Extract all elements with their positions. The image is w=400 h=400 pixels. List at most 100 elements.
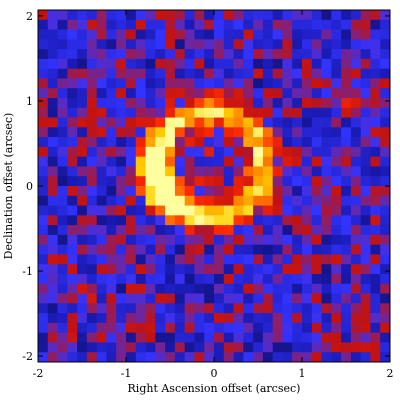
heatmap-cell [243,313,254,324]
heatmap-cell [67,19,78,30]
heatmap-cell [57,10,68,21]
heatmap-cell [302,117,313,128]
heatmap-cell [253,352,264,363]
heatmap-cell [233,137,244,148]
heatmap-cell [302,58,313,70]
heatmap-cell [204,29,215,40]
heatmap-cell [380,322,391,334]
heatmap-cell [38,117,49,128]
heatmap-cell [184,127,195,138]
heatmap-cell [194,10,205,21]
heatmap-cell [155,264,166,275]
heatmap-cell [341,303,352,314]
heatmap-cell [155,146,166,158]
heatmap-cell [282,146,293,158]
heatmap-cell [86,88,98,99]
heatmap-cell [155,127,166,138]
heatmap-cell [184,254,195,265]
heatmap-cell [174,58,186,70]
heatmap-cell [204,195,215,206]
heatmap-cell [57,234,68,246]
heatmap-cell [233,225,244,236]
y-tick-label: 1 [26,95,33,108]
heatmap-cell [135,137,146,148]
heatmap-cell [47,146,58,158]
heatmap-cell [253,127,264,138]
heatmap-cell [174,195,186,206]
heatmap-cell [380,88,391,99]
heatmap-cell [311,313,322,324]
heatmap-cell [86,176,98,187]
heatmap-cell [292,283,303,294]
heatmap-cell [204,58,215,70]
heatmap-cell [38,234,49,246]
heatmap-cell [96,117,107,128]
heatmap-cell [253,225,264,236]
heatmap-cell [135,98,146,109]
heatmap-cell [370,127,381,138]
heatmap-cell [116,244,127,255]
heatmap-cell [106,19,117,30]
heatmap-cell [262,313,274,324]
heatmap-cell [135,264,146,275]
heatmap-cell [321,274,332,285]
heatmap-cell [194,176,205,187]
heatmap-cell [155,88,166,99]
heatmap-cell [214,176,225,187]
heatmap-cell [194,313,205,324]
heatmap-cell [184,107,195,118]
heatmap-cell [214,254,225,265]
heatmap-cell [38,215,49,226]
heatmap-cell [96,39,107,50]
heatmap-cell [321,49,332,60]
heatmap-cell [350,186,362,197]
heatmap-cell [223,254,234,265]
heatmap-cell [282,166,293,177]
heatmap-cell [106,244,117,255]
heatmap-cell [184,39,195,50]
heatmap-cell [370,78,381,89]
heatmap-cell [194,127,205,138]
heatmap-cell [350,303,362,314]
heatmap-cell [77,215,88,226]
heatmap-cell [331,283,342,294]
heatmap-cell [262,176,274,187]
heatmap-cell [223,117,234,128]
heatmap-cell [380,49,391,60]
heatmap-cell [321,293,332,304]
heatmap-cell [86,156,98,167]
heatmap-cell [331,146,342,158]
heatmap-cell [106,225,117,236]
heatmap-cell [272,137,283,148]
heatmap-cell [126,29,137,40]
heatmap-cell [184,215,195,226]
heatmap-cell [243,293,254,304]
heatmap-cell [233,78,244,89]
heatmap-cell [253,68,264,79]
heatmap-cell [380,146,391,158]
heatmap-cell [214,49,225,60]
heatmap-cell [57,58,68,70]
heatmap-cell [350,234,362,246]
heatmap-cell [67,58,78,70]
heatmap-cell [126,225,137,236]
heatmap-cell [57,78,68,89]
heatmap-cell [214,274,225,285]
heatmap-cell [204,19,215,30]
y-tick-label: 2 [26,10,33,23]
heatmap-cell [370,146,381,158]
heatmap-cell [380,215,391,226]
heatmap-cell [272,254,283,265]
heatmap-cells [38,10,391,363]
heatmap-cell [38,78,49,89]
heatmap-cell [165,78,176,89]
heatmap-cell [174,215,186,226]
heatmap-cell [86,107,98,118]
heatmap-cell [135,156,146,167]
heatmap-cell [243,107,254,118]
heatmap-cell [321,117,332,128]
heatmap-cell [262,19,274,30]
heatmap-cell [380,205,391,216]
heatmap-cell [223,68,234,79]
